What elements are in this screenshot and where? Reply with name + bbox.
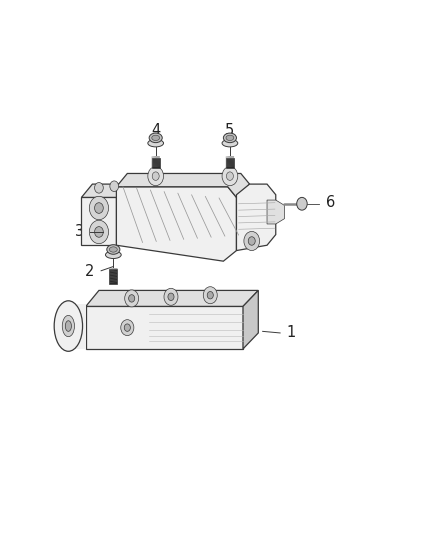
Polygon shape	[267, 200, 285, 224]
Polygon shape	[81, 184, 127, 197]
Circle shape	[110, 181, 119, 191]
Bar	[110, 269, 117, 284]
Ellipse shape	[148, 140, 163, 147]
Text: 6: 6	[326, 195, 335, 210]
Polygon shape	[117, 173, 250, 197]
Text: 2: 2	[85, 264, 95, 279]
Circle shape	[148, 166, 163, 185]
Text: 4: 4	[151, 124, 160, 139]
Circle shape	[203, 287, 217, 304]
Circle shape	[89, 196, 109, 220]
Polygon shape	[86, 290, 258, 306]
Polygon shape	[237, 184, 276, 251]
Ellipse shape	[54, 301, 82, 351]
Circle shape	[152, 172, 159, 180]
Ellipse shape	[106, 251, 121, 259]
Polygon shape	[81, 197, 117, 245]
Circle shape	[95, 182, 103, 193]
Circle shape	[95, 203, 103, 213]
Circle shape	[297, 197, 307, 210]
Polygon shape	[117, 187, 237, 261]
Bar	[152, 158, 159, 168]
Circle shape	[222, 166, 238, 185]
Circle shape	[244, 231, 260, 251]
Circle shape	[248, 237, 255, 245]
Text: 5: 5	[225, 124, 234, 139]
Circle shape	[226, 172, 233, 180]
Circle shape	[125, 290, 139, 307]
Ellipse shape	[65, 321, 71, 332]
Ellipse shape	[62, 316, 74, 337]
Circle shape	[121, 320, 134, 336]
Text: 3: 3	[74, 224, 84, 239]
Circle shape	[207, 292, 213, 299]
Ellipse shape	[152, 135, 159, 141]
Text: 1: 1	[287, 326, 296, 341]
Circle shape	[168, 293, 174, 301]
Ellipse shape	[110, 247, 117, 252]
Circle shape	[164, 288, 178, 305]
Circle shape	[89, 220, 109, 244]
Circle shape	[129, 295, 135, 302]
Circle shape	[124, 324, 131, 332]
Ellipse shape	[149, 133, 162, 143]
Ellipse shape	[223, 133, 237, 143]
Circle shape	[95, 227, 103, 237]
Polygon shape	[243, 290, 258, 349]
Ellipse shape	[107, 245, 120, 254]
Bar	[226, 158, 234, 168]
Ellipse shape	[226, 135, 234, 141]
Polygon shape	[68, 304, 86, 349]
Polygon shape	[86, 306, 243, 349]
Ellipse shape	[222, 140, 238, 147]
